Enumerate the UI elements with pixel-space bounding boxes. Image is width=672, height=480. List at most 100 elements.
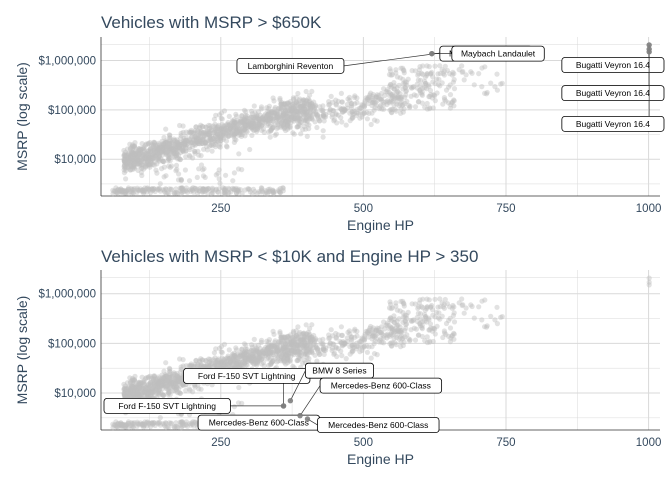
data-point bbox=[271, 110, 277, 116]
data-point bbox=[398, 344, 404, 350]
data-point bbox=[304, 101, 310, 107]
point-label: BMW 8 Series bbox=[312, 366, 366, 376]
data-point bbox=[258, 106, 264, 112]
data-point bbox=[289, 107, 295, 113]
data-point bbox=[173, 423, 179, 429]
data-point bbox=[247, 121, 253, 128]
data-point bbox=[173, 143, 179, 149]
data-point bbox=[193, 357, 199, 363]
data-point bbox=[168, 145, 174, 151]
data-point bbox=[349, 114, 355, 120]
data-point bbox=[231, 129, 237, 136]
data-point bbox=[274, 111, 280, 117]
data-point bbox=[309, 322, 315, 328]
data-point bbox=[193, 124, 199, 130]
data-point bbox=[404, 98, 410, 105]
data-point bbox=[237, 353, 243, 360]
data-point bbox=[178, 135, 184, 141]
data-point bbox=[263, 188, 269, 194]
data-point bbox=[133, 150, 139, 156]
data-point bbox=[147, 152, 153, 158]
data-point bbox=[231, 133, 237, 139]
y-axis-title: MSRP (log scale) bbox=[14, 62, 30, 171]
data-point bbox=[338, 348, 344, 354]
data-point bbox=[142, 142, 149, 148]
data-point bbox=[246, 123, 252, 129]
data-point bbox=[131, 149, 137, 155]
data-point bbox=[422, 80, 428, 87]
data-point bbox=[192, 150, 198, 156]
data-point bbox=[192, 128, 198, 134]
data-point bbox=[320, 128, 326, 134]
data-point bbox=[130, 151, 136, 157]
data-point bbox=[255, 125, 261, 131]
highlighted-point bbox=[646, 49, 652, 55]
point-label: Mercedes-Benz 600-Class bbox=[328, 420, 428, 430]
data-point bbox=[364, 343, 370, 349]
data-point bbox=[225, 127, 231, 133]
data-point bbox=[277, 109, 283, 115]
data-point bbox=[307, 92, 313, 98]
data-point bbox=[447, 315, 453, 321]
data-point bbox=[253, 118, 259, 124]
data-point bbox=[252, 123, 258, 129]
data-point bbox=[289, 108, 295, 114]
point-label: Bugatti Veyron 16.4 bbox=[576, 88, 650, 98]
data-point bbox=[186, 152, 192, 158]
data-point bbox=[147, 383, 153, 389]
data-point bbox=[272, 109, 278, 116]
data-point bbox=[280, 357, 287, 363]
data-point bbox=[297, 103, 304, 109]
data-point bbox=[310, 103, 316, 109]
data-point bbox=[121, 167, 127, 173]
data-point bbox=[132, 164, 138, 170]
data-point bbox=[278, 101, 284, 107]
data-point bbox=[199, 123, 205, 129]
data-point bbox=[217, 131, 224, 137]
data-point bbox=[189, 139, 195, 145]
data-point bbox=[155, 421, 161, 427]
data-point bbox=[259, 114, 266, 120]
data-point bbox=[230, 122, 237, 128]
data-point bbox=[163, 424, 169, 431]
data-point bbox=[242, 122, 248, 128]
data-point bbox=[130, 150, 136, 156]
data-point bbox=[451, 97, 457, 103]
data-point bbox=[213, 112, 219, 118]
data-point bbox=[124, 393, 130, 399]
data-point bbox=[218, 132, 224, 138]
data-point bbox=[242, 126, 248, 132]
data-point bbox=[236, 124, 242, 130]
data-point bbox=[151, 143, 157, 149]
data-point bbox=[246, 357, 252, 363]
data-point bbox=[266, 106, 272, 112]
data-point bbox=[441, 95, 447, 101]
data-point bbox=[251, 124, 257, 131]
data-point bbox=[389, 99, 395, 105]
data-point bbox=[186, 129, 192, 135]
data-point bbox=[246, 116, 252, 122]
data-point bbox=[200, 124, 206, 130]
data-point bbox=[300, 104, 306, 110]
data-point bbox=[187, 146, 193, 153]
data-point bbox=[135, 157, 141, 163]
data-point bbox=[194, 139, 200, 145]
data-point bbox=[400, 298, 406, 304]
data-point bbox=[160, 158, 166, 165]
data-point bbox=[178, 419, 184, 425]
data-point bbox=[281, 111, 287, 117]
data-point bbox=[327, 107, 333, 113]
data-point bbox=[291, 116, 297, 122]
data-point bbox=[371, 351, 378, 357]
data-point bbox=[154, 156, 160, 162]
data-point bbox=[194, 139, 200, 145]
data-point bbox=[274, 114, 280, 120]
data-point bbox=[136, 152, 142, 158]
data-point bbox=[424, 71, 430, 77]
data-point bbox=[264, 113, 270, 119]
data-point bbox=[403, 79, 410, 85]
data-point bbox=[227, 126, 233, 132]
data-point bbox=[155, 145, 161, 151]
x-tick-label: 250 bbox=[211, 203, 230, 215]
data-point bbox=[282, 100, 288, 106]
